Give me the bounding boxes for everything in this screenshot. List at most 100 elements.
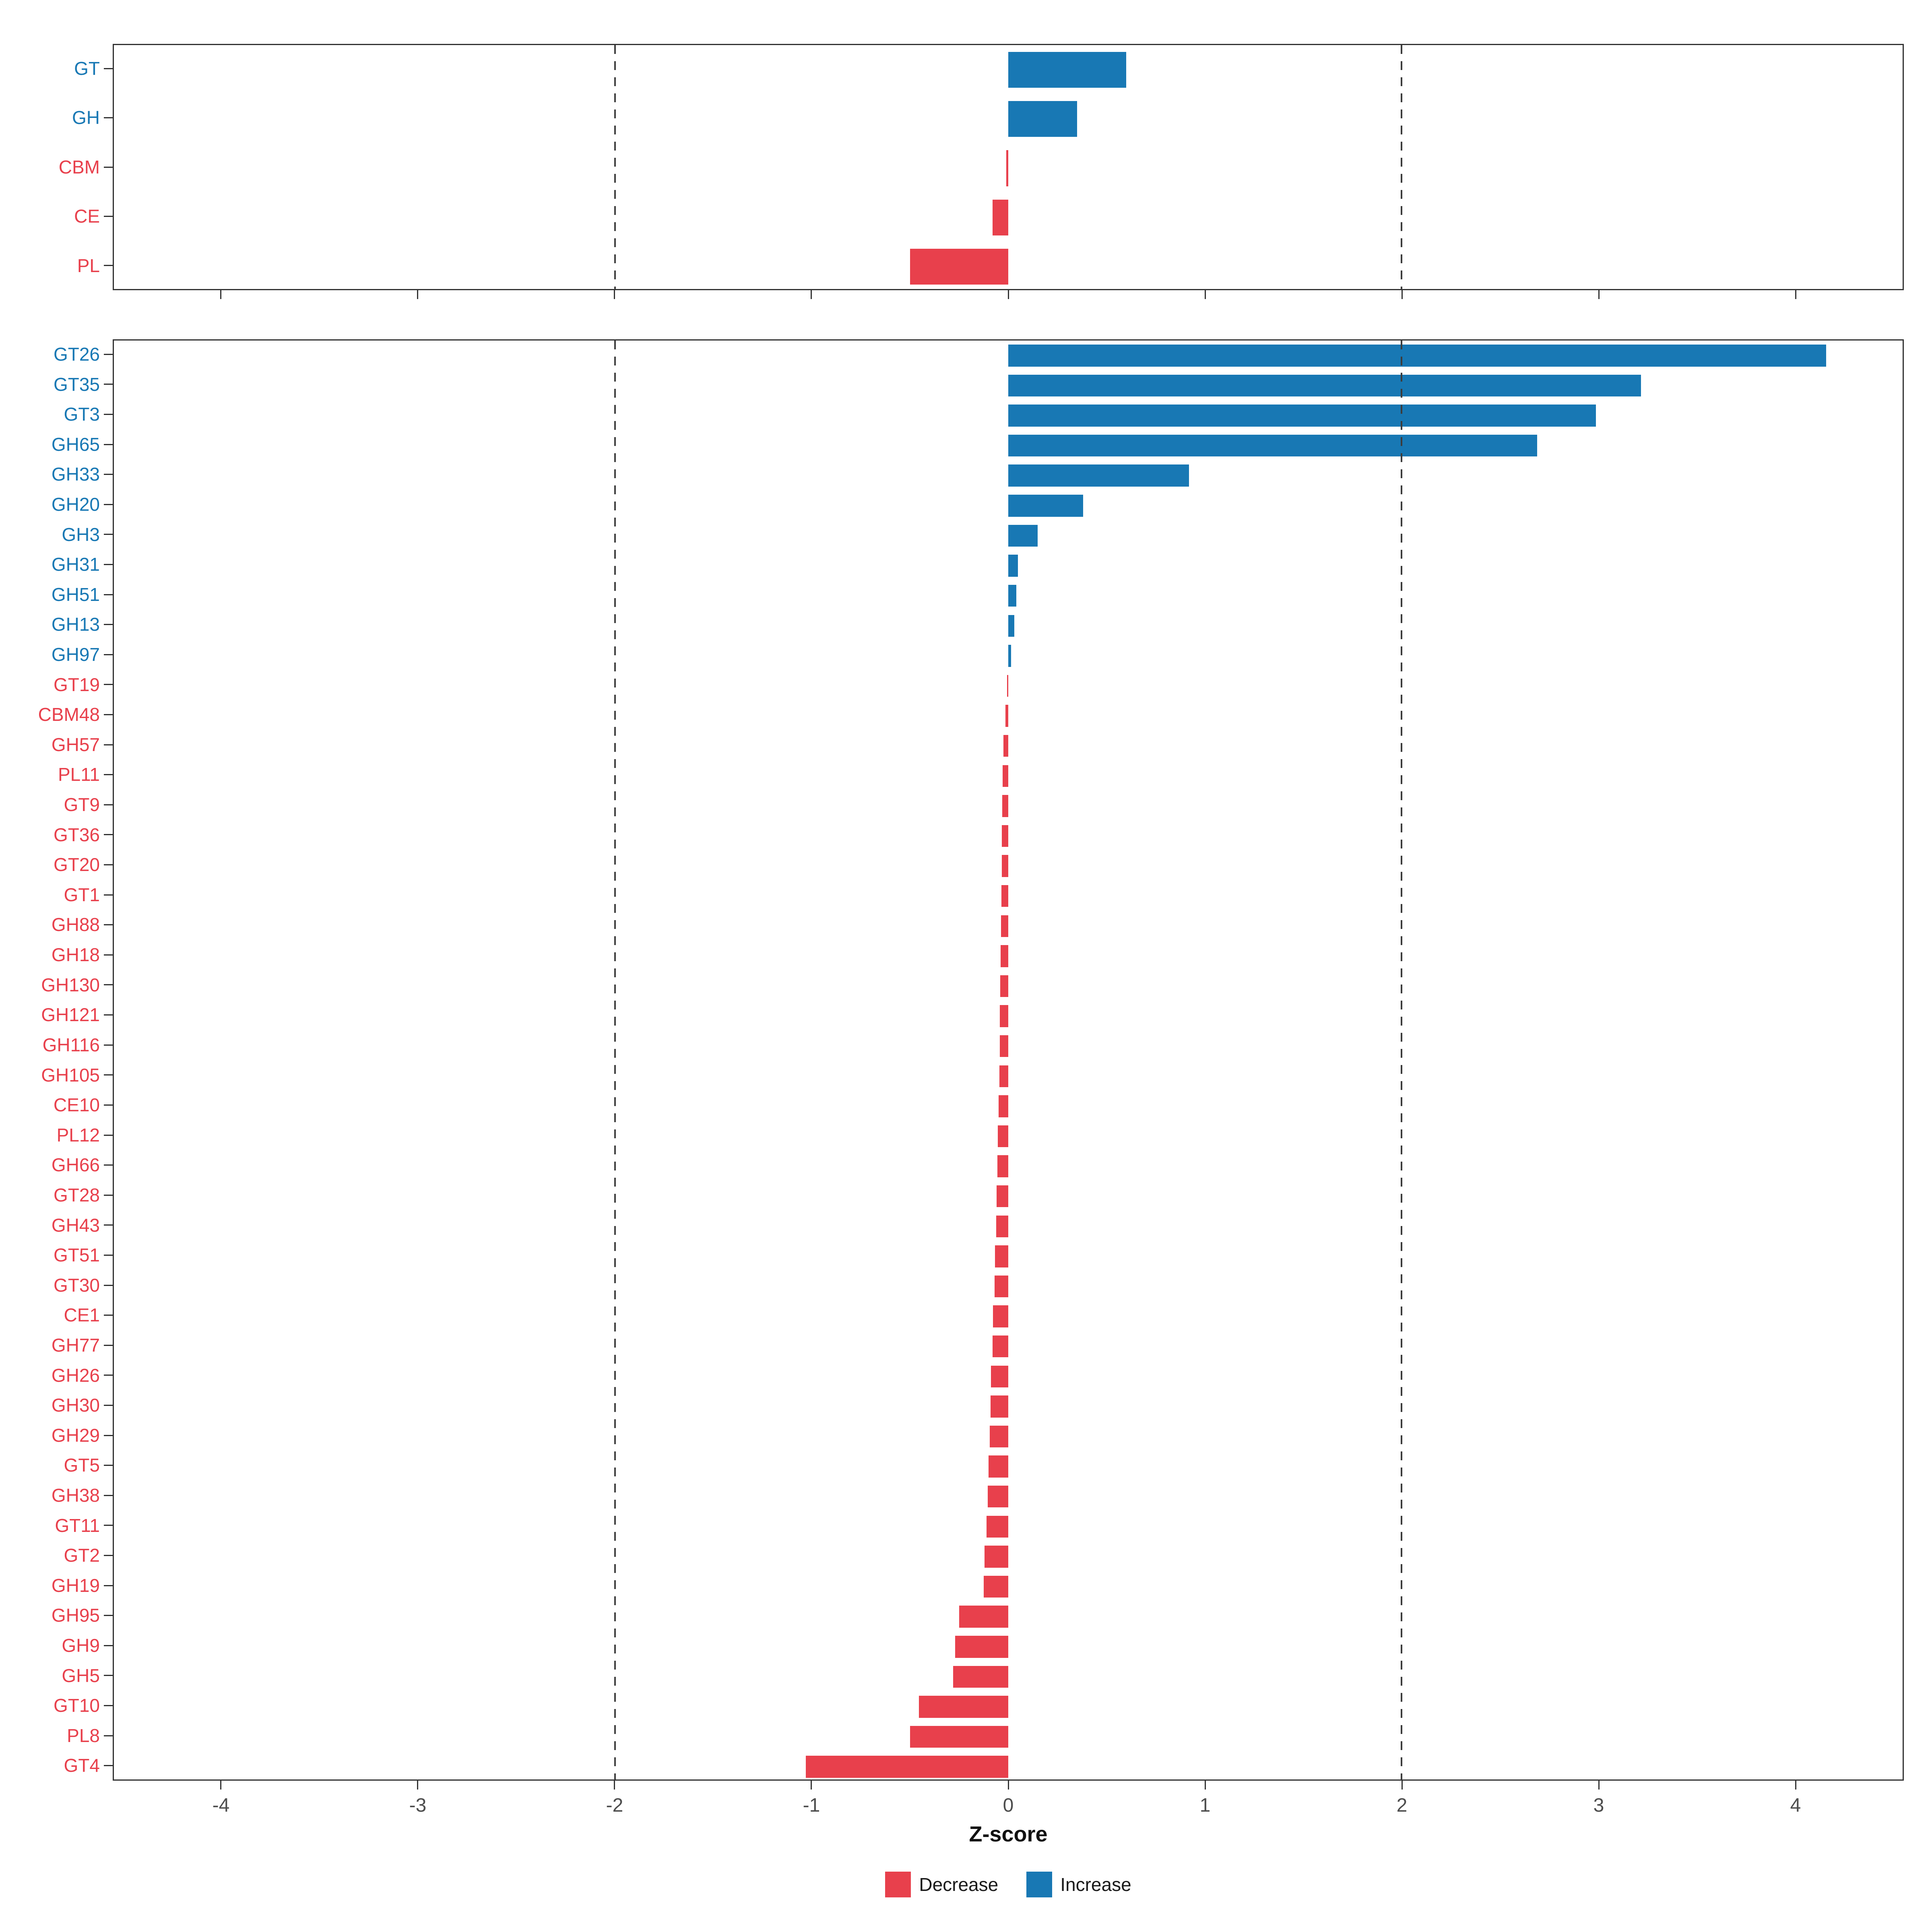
y-axis-tick <box>104 474 113 475</box>
bar-GT36 <box>1002 825 1008 847</box>
category-label-GT19: GT19 <box>53 674 100 695</box>
bar-GH29 <box>989 1425 1008 1448</box>
x-axis-tick <box>1598 1781 1600 1790</box>
y-axis-tick <box>104 1375 113 1376</box>
y-axis-tick <box>104 1554 113 1556</box>
x-axis-tick <box>1795 1781 1796 1790</box>
y-axis-tick <box>104 834 113 836</box>
bar-GH18 <box>1001 945 1008 967</box>
x-axis-tick <box>1007 290 1009 299</box>
x-tick-label-3: 3 <box>1593 1795 1604 1816</box>
y-axis-tick <box>104 1254 113 1256</box>
category-label-GT20: GT20 <box>53 854 100 875</box>
bar-GH3 <box>1008 524 1038 547</box>
bar-GH <box>1008 101 1077 137</box>
y-axis-tick <box>104 384 113 385</box>
bar-GH51 <box>1008 584 1016 607</box>
bar-CBM <box>1006 150 1008 186</box>
x-axis-tick <box>417 290 419 299</box>
y-axis-tick <box>104 1315 113 1316</box>
category-label-CBM: CBM <box>58 156 100 178</box>
y-axis-tick <box>104 1074 113 1076</box>
y-axis-tick <box>104 594 113 595</box>
y-axis-tick <box>104 1494 113 1496</box>
legend-swatch-decrease <box>885 1872 911 1897</box>
y-axis-tick <box>104 444 113 445</box>
legend-item-decrease: Decrease <box>885 1872 998 1897</box>
category-label-GH105: GH105 <box>41 1064 100 1086</box>
category-label-CE1: CE1 <box>64 1305 100 1326</box>
bar-PL11 <box>1003 765 1008 787</box>
category-label-PL12: PL12 <box>56 1124 100 1146</box>
y-axis-tick <box>104 1645 113 1646</box>
bar-GH77 <box>992 1335 1008 1358</box>
x-axis-tick <box>220 1781 222 1790</box>
y-axis-tick <box>104 353 113 355</box>
y-axis-tick <box>104 1585 113 1586</box>
bar-GH13 <box>1008 615 1014 637</box>
bar-CE1 <box>993 1305 1008 1327</box>
x-tick-label--3: -3 <box>409 1795 427 1816</box>
y-axis-tick <box>104 1705 113 1706</box>
x-axis-tick <box>220 290 222 299</box>
y-axis-tick <box>104 414 113 415</box>
y-axis-tick <box>104 624 113 625</box>
bar-GT9 <box>1002 795 1008 817</box>
x-axis-tick <box>1204 290 1206 299</box>
legend-label-decrease: Decrease <box>919 1874 999 1895</box>
bar-GT5 <box>989 1455 1008 1478</box>
category-label-CE10: CE10 <box>53 1094 100 1116</box>
category-label-GT2: GT2 <box>64 1545 100 1566</box>
category-label-PL: PL <box>77 255 100 276</box>
bar-GH130 <box>1000 975 1008 997</box>
bar-GH57 <box>1003 735 1008 757</box>
y-axis-tick <box>104 1765 113 1767</box>
category-label-GH97: GH97 <box>51 644 100 665</box>
bar-GT1 <box>1001 885 1008 907</box>
bar-GH9 <box>955 1636 1008 1658</box>
bar-GH43 <box>996 1215 1008 1238</box>
category-label-GH5: GH5 <box>62 1665 100 1686</box>
bar-GH33 <box>1008 464 1189 487</box>
x-tick-label--1: -1 <box>803 1795 820 1816</box>
x-tick-label-4: 4 <box>1790 1795 1801 1816</box>
x-axis-tick <box>417 1781 419 1790</box>
y-axis-tick <box>104 1344 113 1346</box>
category-label-GT26: GT26 <box>53 344 100 365</box>
families-panel <box>113 339 1904 1781</box>
category-label-GT10: GT10 <box>53 1695 100 1716</box>
reference-line-2 <box>1400 45 1402 289</box>
bar-GH65 <box>1008 434 1537 457</box>
x-axis-tick <box>614 290 615 299</box>
y-axis-tick <box>104 654 113 655</box>
y-axis-tick <box>104 68 113 69</box>
category-label-PL8: PL8 <box>67 1725 100 1746</box>
bar-GT <box>1008 52 1126 88</box>
y-axis-tick <box>104 924 113 926</box>
category-label-GH33: GH33 <box>51 464 100 485</box>
y-axis-tick <box>104 1044 113 1046</box>
y-axis-tick <box>104 166 113 168</box>
bar-GT4 <box>805 1756 1008 1778</box>
x-tick-label-0: 0 <box>1003 1795 1014 1816</box>
bar-GH30 <box>991 1395 1008 1418</box>
bar-CE10 <box>998 1095 1008 1117</box>
category-label-GH77: GH77 <box>51 1334 100 1356</box>
category-label-GH51: GH51 <box>51 584 100 605</box>
category-label-GT36: GT36 <box>53 824 100 845</box>
y-axis-tick <box>104 774 113 776</box>
category-label-GH43: GH43 <box>51 1214 100 1236</box>
y-axis-tick <box>104 504 113 505</box>
bar-PL <box>910 249 1008 285</box>
bar-GH26 <box>991 1365 1008 1388</box>
y-axis-tick <box>104 714 113 716</box>
y-axis-tick <box>104 1404 113 1406</box>
x-tick-label--4: -4 <box>212 1795 230 1816</box>
legend-label-increase: Increase <box>1060 1874 1131 1895</box>
bar-GT35 <box>1008 374 1641 397</box>
y-axis-tick <box>104 1284 113 1286</box>
y-axis-tick <box>104 117 113 119</box>
bar-GT20 <box>1001 855 1008 877</box>
y-axis-tick <box>104 1164 113 1166</box>
category-label-CBM48: CBM48 <box>38 704 100 725</box>
